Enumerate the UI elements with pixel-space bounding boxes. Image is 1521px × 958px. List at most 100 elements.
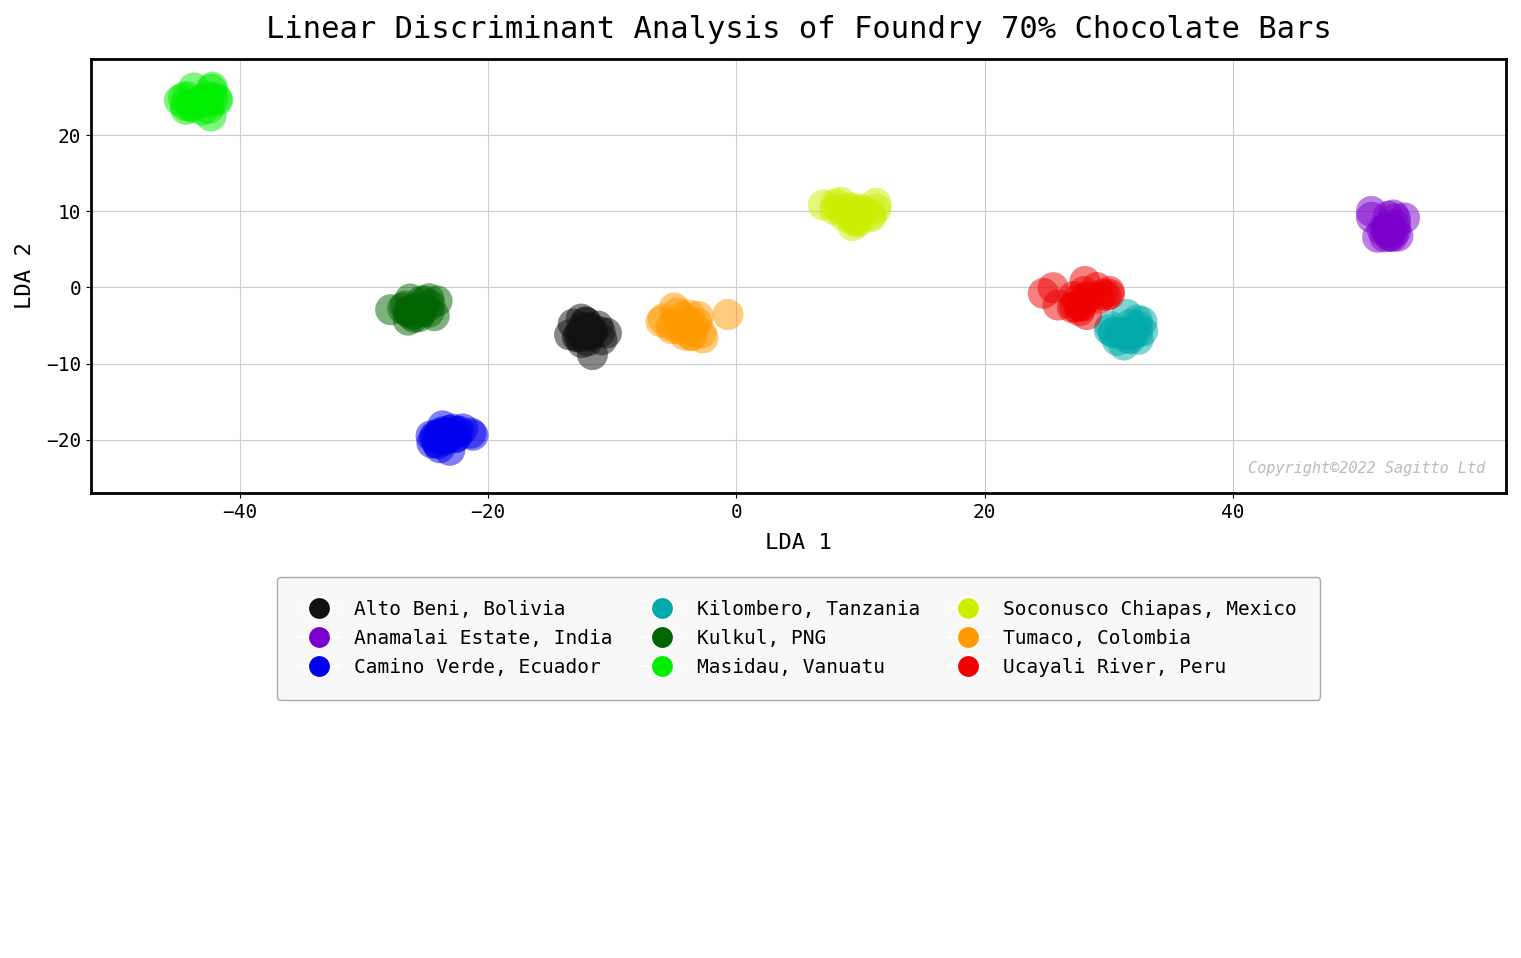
Point (1062, 289, 1086, 305)
Point (823, 202, 847, 217)
Point (827, 201, 852, 217)
Point (1373, 221, 1398, 237)
Point (581, 325, 605, 340)
Point (858, 207, 882, 222)
Point (1126, 312, 1150, 328)
Point (1113, 325, 1138, 340)
Point (196, 94, 221, 109)
Point (443, 430, 467, 445)
Point (1386, 228, 1410, 243)
Point (432, 431, 456, 446)
Point (1360, 210, 1384, 225)
Point (677, 321, 701, 336)
Point (395, 312, 420, 328)
Point (823, 196, 847, 212)
Point (1378, 224, 1402, 240)
Point (859, 209, 884, 224)
Point (570, 335, 595, 351)
Point (1370, 222, 1395, 238)
Point (179, 100, 204, 115)
Point (1101, 325, 1126, 340)
Point (438, 428, 462, 444)
Point (429, 430, 453, 445)
Point (1097, 284, 1121, 299)
Point (580, 347, 604, 362)
Point (1118, 331, 1142, 347)
Point (1126, 331, 1150, 347)
Point (1381, 229, 1405, 244)
Point (666, 321, 691, 336)
Point (569, 325, 593, 340)
Point (590, 332, 614, 348)
Point (671, 309, 695, 325)
Point (409, 305, 433, 320)
Point (1377, 209, 1401, 224)
Point (573, 314, 598, 330)
Point (205, 93, 230, 108)
Point (427, 440, 452, 455)
Point (1109, 326, 1133, 341)
Point (399, 291, 423, 307)
Point (433, 432, 458, 447)
Point (444, 429, 468, 445)
Point (840, 200, 864, 216)
Point (1068, 303, 1092, 318)
Point (173, 98, 198, 113)
Point (684, 315, 709, 331)
Point (841, 211, 865, 226)
Point (1366, 230, 1390, 245)
Point (575, 333, 599, 349)
Point (397, 305, 421, 320)
Point (1118, 317, 1142, 332)
Point (1068, 297, 1092, 312)
Point (841, 218, 865, 234)
Point (1106, 332, 1130, 348)
Point (1107, 326, 1132, 341)
Point (426, 426, 450, 442)
Point (1066, 292, 1091, 308)
Point (430, 424, 455, 440)
Point (567, 329, 592, 344)
Point (716, 307, 741, 322)
Point (843, 214, 867, 229)
Point (433, 425, 458, 441)
Point (691, 331, 715, 346)
Point (580, 321, 604, 336)
Point (201, 80, 225, 95)
Point (573, 325, 598, 340)
Point (1091, 286, 1115, 302)
Point (1126, 319, 1150, 334)
Point (567, 327, 592, 342)
Point (564, 330, 589, 345)
Point (678, 321, 703, 336)
Point (1130, 324, 1154, 339)
Point (1060, 300, 1084, 315)
Point (573, 315, 598, 331)
Point (850, 204, 875, 219)
Point (459, 425, 484, 441)
Point (677, 308, 701, 323)
Point (849, 206, 873, 221)
Point (450, 422, 475, 437)
Point (190, 103, 214, 118)
Point (189, 93, 213, 108)
Point (412, 293, 437, 308)
Point (1040, 280, 1065, 295)
Point (395, 305, 420, 320)
Point (193, 93, 218, 108)
Point (1373, 222, 1398, 238)
Point (1383, 223, 1407, 239)
Point (832, 209, 856, 224)
Point (399, 305, 423, 320)
Point (595, 326, 619, 341)
Point (1126, 324, 1150, 339)
Point (864, 195, 888, 211)
Point (402, 309, 426, 325)
Point (681, 319, 706, 334)
Point (189, 93, 213, 108)
Point (1130, 314, 1154, 330)
Point (379, 302, 403, 317)
Point (201, 91, 225, 106)
Point (844, 204, 868, 219)
Point (1121, 326, 1145, 341)
